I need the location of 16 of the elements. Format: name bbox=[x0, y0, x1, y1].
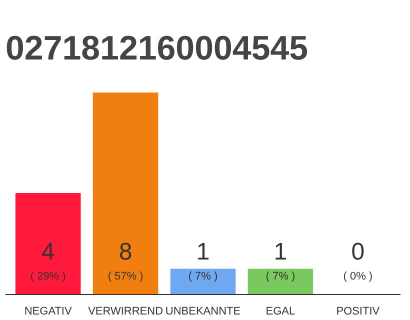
annotation: ( 7% ) bbox=[266, 270, 296, 282]
annotation: ( 29% ) bbox=[30, 270, 66, 282]
annotation: ( 0% ) bbox=[343, 270, 373, 282]
data-label: 4 bbox=[41, 238, 55, 266]
chart-title: 0271812160004545 bbox=[6, 30, 308, 68]
annotation: ( 7% ) bbox=[188, 270, 218, 282]
x-tick-label: VERWIRREND bbox=[88, 306, 164, 318]
annotation: ( 57% ) bbox=[108, 270, 144, 282]
data-label: 0 bbox=[351, 238, 365, 266]
x-tick-label: UNBEKANNTE bbox=[165, 306, 241, 318]
data-label: 8 bbox=[118, 238, 132, 266]
x-tick-label: NEGATIV bbox=[24, 306, 72, 318]
x-tick-label: EGAL bbox=[266, 306, 296, 318]
data-label: 1 bbox=[196, 238, 210, 266]
x-tick-label: POSITIV bbox=[336, 306, 380, 318]
data-label: 1 bbox=[274, 238, 288, 266]
